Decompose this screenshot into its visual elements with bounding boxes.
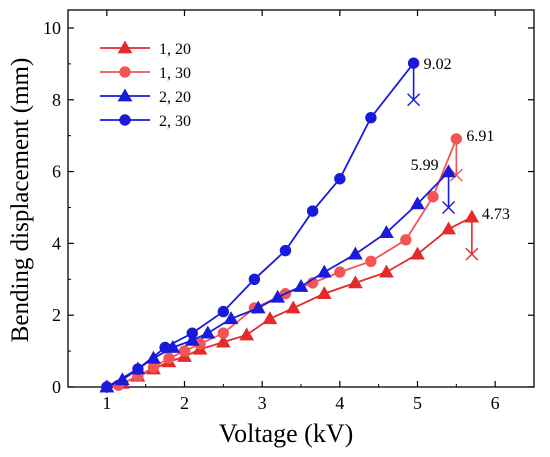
failure-mark bbox=[465, 247, 479, 261]
data-point bbox=[441, 221, 456, 235]
series-1: 6.91 bbox=[101, 128, 494, 393]
max-value-label: 6.91 bbox=[466, 128, 494, 145]
max-value-label: 5.99 bbox=[411, 157, 439, 174]
data-point bbox=[348, 275, 363, 289]
series-3: 9.02 bbox=[101, 56, 452, 393]
data-point bbox=[217, 305, 230, 318]
series-line bbox=[106, 171, 450, 388]
data-point bbox=[270, 289, 286, 303]
failure-mark bbox=[442, 200, 456, 214]
data-point bbox=[379, 264, 394, 278]
x-axis-label: Voltage (kV) bbox=[219, 419, 354, 448]
legend-label: 2, 30 bbox=[159, 113, 191, 130]
legend-label: 1, 20 bbox=[159, 41, 191, 58]
data-point bbox=[365, 255, 377, 268]
series-line bbox=[106, 62, 415, 388]
data-point bbox=[184, 332, 200, 346]
data-point bbox=[348, 246, 363, 260]
data-point bbox=[163, 352, 175, 364]
legend-label: 2, 20 bbox=[159, 89, 191, 106]
failure-mark bbox=[449, 168, 463, 182]
legend-label: 1, 30 bbox=[159, 65, 191, 82]
data-point bbox=[316, 286, 332, 300]
x-tick-label: 2 bbox=[180, 393, 189, 413]
y-tick-label: 8 bbox=[52, 90, 61, 110]
y-tick-label: 6 bbox=[52, 162, 61, 182]
data-point bbox=[223, 311, 239, 325]
data-point bbox=[215, 334, 231, 348]
max-value-label: 9.02 bbox=[424, 56, 452, 73]
data-point bbox=[159, 341, 171, 354]
y-tick-label: 10 bbox=[43, 18, 61, 38]
x-tick-label: 5 bbox=[413, 393, 422, 413]
data-point bbox=[248, 273, 261, 285]
data-point bbox=[334, 266, 346, 278]
data-point bbox=[410, 246, 425, 260]
x-tick-label: 3 bbox=[258, 393, 267, 413]
data-point bbox=[400, 234, 412, 246]
y-axis: 0 2 4 6 8 10 bbox=[43, 18, 534, 397]
y-tick-label: 0 bbox=[52, 377, 61, 397]
data-point bbox=[427, 191, 439, 203]
data-point bbox=[306, 205, 319, 217]
y-tick-label: 2 bbox=[52, 305, 61, 325]
data-point bbox=[101, 381, 113, 393]
x-tick-label: 1 bbox=[102, 393, 111, 413]
failure-mark bbox=[407, 93, 421, 107]
data-point bbox=[262, 311, 278, 325]
max-value-label: 4.73 bbox=[482, 206, 510, 223]
y-tick-label: 4 bbox=[52, 233, 61, 253]
legend-marker bbox=[119, 66, 131, 78]
plot-frame bbox=[67, 9, 535, 388]
legend: 1, 20 1, 30 2, 20 2, 30 bbox=[100, 40, 191, 130]
data-point bbox=[200, 325, 216, 339]
data-point bbox=[410, 196, 425, 210]
data-point bbox=[178, 345, 191, 357]
series-line bbox=[106, 138, 458, 388]
series-0: 4.73 bbox=[99, 206, 510, 393]
data-point bbox=[132, 363, 144, 375]
data-point bbox=[334, 173, 346, 185]
data-point bbox=[239, 327, 254, 341]
data-point bbox=[293, 278, 309, 292]
legend-marker bbox=[117, 40, 133, 54]
data-point bbox=[217, 327, 230, 339]
y-axis-label: Bending displacement (mm) bbox=[7, 58, 34, 343]
x-tick-label: 4 bbox=[335, 393, 344, 413]
data-point bbox=[379, 225, 394, 238]
data-point bbox=[250, 300, 266, 314]
data-point bbox=[285, 300, 301, 314]
data-point bbox=[186, 327, 198, 339]
data-point bbox=[316, 264, 332, 278]
data-point bbox=[279, 244, 292, 257]
x-tick-label: 6 bbox=[491, 393, 500, 413]
legend-marker bbox=[119, 114, 131, 126]
data-point bbox=[365, 112, 377, 124]
series-layer: 4.73 6.91 5.99 9.02 bbox=[99, 56, 510, 393]
legend-marker bbox=[117, 88, 133, 102]
x-axis: 1 2 3 4 5 6 bbox=[67, 10, 535, 413]
